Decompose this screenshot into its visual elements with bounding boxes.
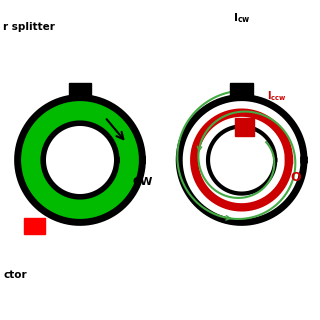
Bar <box>69 83 91 98</box>
Text: $\mathbf{I_{ccw}}$: $\mathbf{I_{ccw}}$ <box>267 89 287 103</box>
Bar <box>235 118 254 136</box>
Bar <box>24 218 45 234</box>
Bar <box>230 83 253 99</box>
Text: CW: CW <box>133 177 153 188</box>
Text: ctor: ctor <box>3 270 27 280</box>
Text: $\mathbf{I_{cw}}$: $\mathbf{I_{cw}}$ <box>233 11 251 25</box>
Text: $\mathbf{O}$: $\mathbf{O}$ <box>290 171 302 184</box>
Text: r splitter: r splitter <box>3 22 55 32</box>
